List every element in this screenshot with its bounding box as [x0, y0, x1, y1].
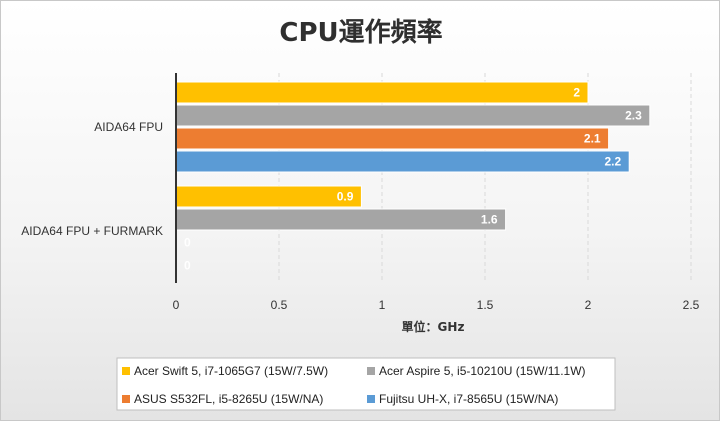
- data-label: 2.3: [625, 109, 642, 123]
- legend-box: [116, 357, 616, 411]
- category-label: AIDA64 FPU + FURMARK: [21, 224, 163, 238]
- legend-swatch: [367, 395, 375, 403]
- x-tick-label: 1: [379, 298, 386, 312]
- x-tick-label: 2.5: [683, 298, 700, 312]
- bar: [175, 150, 630, 173]
- category-label: AIDA64 FPU: [94, 120, 163, 134]
- legend-label: Fujitsu UH-X, i7-8565U (15W/NA): [379, 392, 558, 406]
- data-label: 2: [573, 86, 580, 100]
- x-tick-label: 0: [173, 298, 180, 312]
- bar: [175, 104, 651, 127]
- data-label: 0.9: [337, 190, 354, 204]
- data-label: 0: [184, 236, 191, 250]
- legend-swatch: [122, 395, 130, 403]
- chart-title: CPU運作頻率: [279, 17, 442, 48]
- legend: Acer Swift 5, i7-1065G7 (15W/7.5W) Acer A…: [116, 357, 616, 411]
- legend-label: Acer Swift 5, i7-1065G7 (15W/7.5W): [134, 364, 328, 378]
- bar: [175, 81, 589, 104]
- data-label: 2.1: [584, 132, 601, 146]
- x-tick-label: 2: [585, 298, 592, 312]
- x-axis-title: 單位：GHz: [402, 319, 465, 334]
- data-label: 1.6: [481, 213, 498, 227]
- bar: [175, 127, 610, 150]
- bar: [175, 185, 362, 208]
- data-label: 2.2: [605, 155, 622, 169]
- x-tick-label: 0.5: [271, 298, 288, 312]
- data-label: 0: [184, 259, 191, 273]
- bar: [175, 208, 507, 231]
- x-tick-label: 1.5: [477, 298, 494, 312]
- legend-label: Acer Aspire 5, i5-10210U (15W/11.1W): [379, 364, 586, 378]
- legend-swatch: [367, 367, 375, 375]
- data-labels: 2 2.3 2.1 2.2 0.9 1.6 0 0: [184, 86, 642, 273]
- category-labels: AIDA64 FPU AIDA64 FPU + FURMARK: [21, 120, 163, 238]
- x-tick-labels: 0 0.5 1 1.5 2 2.5: [173, 298, 700, 312]
- legend-label: ASUS S532FL, i5-8265U (15W/NA): [134, 392, 323, 406]
- legend-swatch: [122, 367, 130, 375]
- bars: [175, 81, 651, 231]
